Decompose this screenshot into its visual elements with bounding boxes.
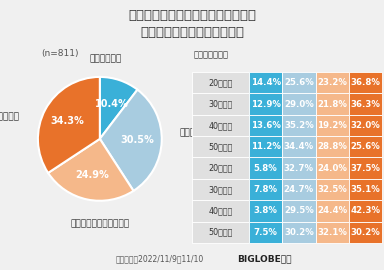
- Text: あまり必要だと思わない: あまり必要だと思わない: [70, 219, 129, 228]
- Text: 30.5%: 30.5%: [120, 135, 154, 145]
- Text: 必要だと思わない: 必要だと思わない: [0, 113, 19, 122]
- Bar: [282, 179, 316, 200]
- Text: 25.6%: 25.6%: [351, 142, 380, 151]
- Bar: [282, 93, 316, 115]
- Text: 必要だと思う: 必要だと思う: [90, 54, 122, 63]
- Text: ある程度必要だと思う: ある程度必要だと思う: [179, 128, 233, 137]
- Text: 24.0%: 24.0%: [317, 164, 347, 173]
- Bar: [349, 115, 382, 136]
- Bar: [282, 222, 316, 243]
- Text: 35.2%: 35.2%: [284, 121, 314, 130]
- Bar: [192, 136, 249, 157]
- Text: 40代男性: 40代男性: [209, 121, 233, 130]
- Bar: [316, 136, 349, 157]
- Bar: [192, 115, 249, 136]
- Text: 23.2%: 23.2%: [317, 78, 347, 87]
- Text: 32.5%: 32.5%: [317, 185, 347, 194]
- Bar: [316, 93, 349, 115]
- Text: (n=811): (n=811): [41, 49, 78, 58]
- Text: 30.2%: 30.2%: [284, 228, 314, 237]
- Text: ＜年代・性別＞: ＜年代・性別＞: [194, 50, 229, 60]
- Bar: [192, 222, 249, 243]
- Text: 30.2%: 30.2%: [351, 228, 380, 237]
- Text: 19.2%: 19.2%: [317, 121, 347, 130]
- Text: 29.5%: 29.5%: [284, 207, 314, 215]
- Text: 21.8%: 21.8%: [317, 100, 347, 109]
- Bar: [349, 200, 382, 222]
- Text: 34.4%: 34.4%: [284, 142, 314, 151]
- Bar: [349, 72, 382, 93]
- Bar: [282, 200, 316, 222]
- Text: 5.8%: 5.8%: [254, 164, 278, 173]
- Text: 50代男性: 50代男性: [209, 142, 233, 151]
- Bar: [249, 136, 282, 157]
- Text: 32.7%: 32.7%: [284, 164, 314, 173]
- Text: 24.7%: 24.7%: [284, 185, 314, 194]
- Bar: [249, 93, 282, 115]
- Text: 職場の人とのコミュニケーションの
活性化として飲み会は必要か: 職場の人とのコミュニケーションの 活性化として飲み会は必要か: [128, 9, 256, 39]
- Bar: [349, 222, 382, 243]
- Text: 34.3%: 34.3%: [50, 116, 84, 126]
- Text: 20代女性: 20代女性: [209, 164, 233, 173]
- Bar: [249, 200, 282, 222]
- Text: 37.5%: 37.5%: [351, 164, 381, 173]
- Bar: [282, 72, 316, 93]
- Bar: [316, 222, 349, 243]
- Text: 3.8%: 3.8%: [254, 207, 278, 215]
- Text: 25.6%: 25.6%: [284, 78, 314, 87]
- Wedge shape: [100, 90, 162, 191]
- Wedge shape: [38, 77, 100, 173]
- Text: 40代女性: 40代女性: [209, 207, 233, 215]
- Bar: [316, 72, 349, 93]
- Text: 30代男性: 30代男性: [209, 100, 233, 109]
- Bar: [349, 136, 382, 157]
- Text: 32.1%: 32.1%: [317, 228, 347, 237]
- Text: 50代女性: 50代女性: [209, 228, 233, 237]
- Bar: [349, 93, 382, 115]
- Text: 30代女性: 30代女性: [209, 185, 233, 194]
- Text: 32.0%: 32.0%: [351, 121, 380, 130]
- Text: 24.4%: 24.4%: [317, 207, 347, 215]
- Text: 11.2%: 11.2%: [251, 142, 281, 151]
- Bar: [282, 136, 316, 157]
- Text: 20代男性: 20代男性: [209, 78, 233, 87]
- Text: 13.6%: 13.6%: [251, 121, 281, 130]
- Bar: [192, 72, 249, 93]
- Text: 7.5%: 7.5%: [254, 228, 278, 237]
- Text: 10.4%: 10.4%: [95, 99, 129, 109]
- Bar: [192, 93, 249, 115]
- Bar: [316, 157, 349, 179]
- Bar: [349, 179, 382, 200]
- Bar: [249, 179, 282, 200]
- Text: 35.1%: 35.1%: [351, 185, 380, 194]
- Text: 29.0%: 29.0%: [284, 100, 314, 109]
- Text: 28.8%: 28.8%: [317, 142, 347, 151]
- Bar: [316, 179, 349, 200]
- Text: 7.8%: 7.8%: [254, 185, 278, 194]
- Bar: [249, 222, 282, 243]
- Bar: [192, 200, 249, 222]
- Bar: [349, 157, 382, 179]
- Text: 36.8%: 36.8%: [351, 78, 381, 87]
- Bar: [282, 115, 316, 136]
- Bar: [316, 200, 349, 222]
- Text: 12.9%: 12.9%: [251, 100, 281, 109]
- Text: 14.4%: 14.4%: [251, 78, 281, 87]
- Bar: [192, 179, 249, 200]
- Text: BIGLOBE調べ: BIGLOBE調べ: [237, 254, 292, 263]
- Text: 42.3%: 42.3%: [351, 207, 381, 215]
- Bar: [316, 115, 349, 136]
- Text: 24.9%: 24.9%: [75, 170, 109, 180]
- Wedge shape: [48, 139, 134, 201]
- Bar: [192, 157, 249, 179]
- Wedge shape: [100, 77, 137, 139]
- Bar: [249, 157, 282, 179]
- Text: 調査期間：2022/11/9〜11/10: 調査期間：2022/11/9〜11/10: [115, 254, 204, 263]
- Bar: [249, 72, 282, 93]
- Text: 36.3%: 36.3%: [351, 100, 381, 109]
- Bar: [249, 115, 282, 136]
- Bar: [282, 157, 316, 179]
